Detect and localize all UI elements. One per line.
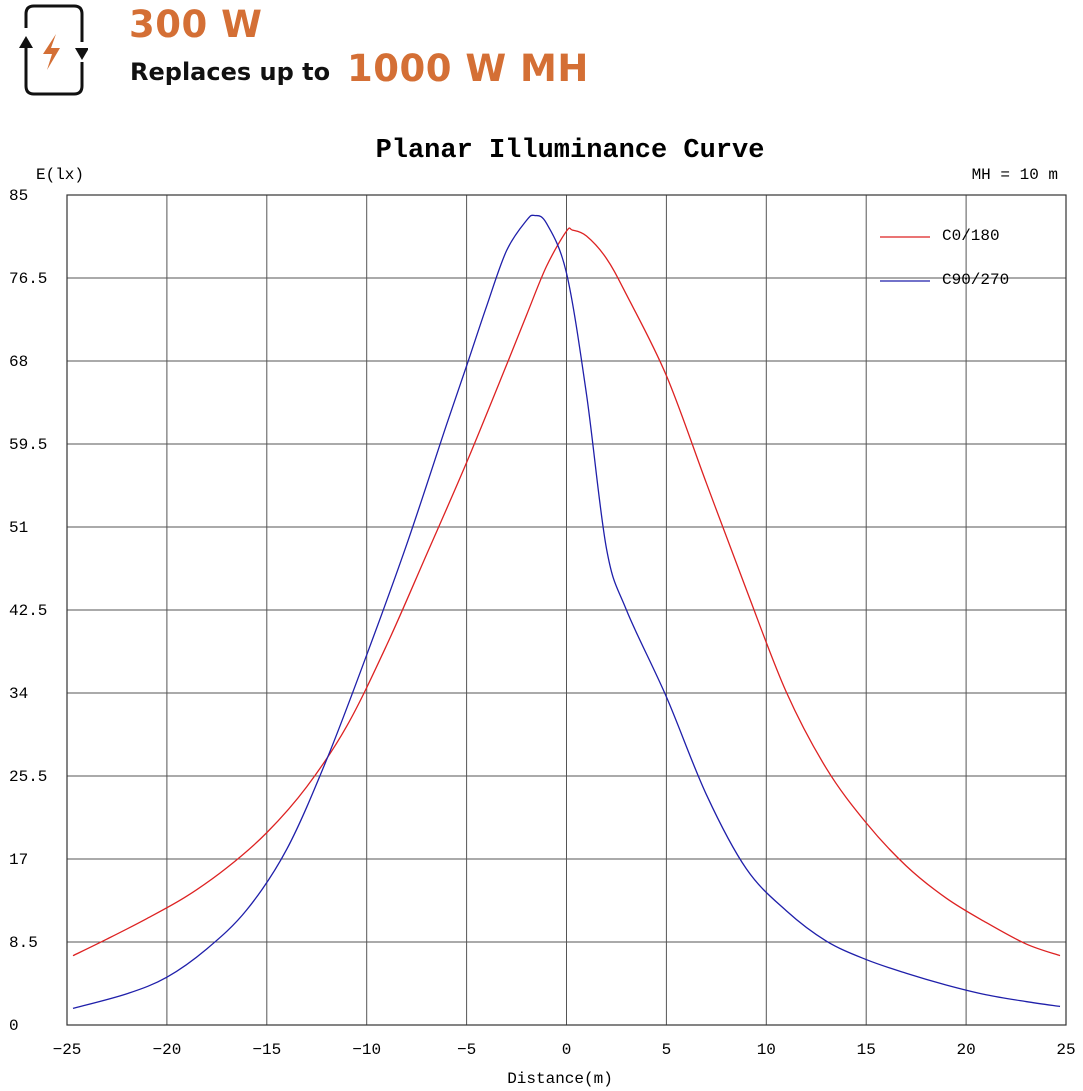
x-tick-label: 0 (562, 1041, 572, 1059)
x-tick-label: −10 (352, 1041, 381, 1059)
x-tick-label: 5 (662, 1041, 672, 1059)
x-tick-label: −15 (252, 1041, 281, 1059)
power-cycle-lightning-icon (19, 4, 88, 96)
legend: C0/180 C90/270 (880, 227, 1009, 289)
y-tick-label: 8.5 (9, 934, 38, 952)
series-lines (72, 214, 1061, 1010)
y-tick-label: 76.5 (9, 270, 47, 288)
y-tick-label: 0 (9, 1017, 19, 1035)
y-tick-label: 59.5 (9, 436, 47, 454)
grid (66, 194, 1067, 1026)
y-tick-label: 25.5 (9, 768, 47, 786)
y-tick-label: 85 (9, 187, 28, 205)
x-tick-label: 10 (757, 1041, 776, 1059)
y-tick-label: 68 (9, 353, 28, 371)
y-tick-label: 51 (9, 519, 28, 537)
replaces-value: 1000 W MH (347, 47, 589, 90)
legend-label-c0-180: C0/180 (942, 227, 1000, 245)
plot-frame (66, 194, 1067, 1026)
y-tick-label: 42.5 (9, 602, 47, 620)
replaces-label: Replaces up to (130, 58, 331, 86)
x-tick-label: 25 (1056, 1041, 1075, 1059)
chart-title: Planar Illuminance Curve (376, 136, 765, 166)
x-tick-label: 20 (956, 1041, 975, 1059)
series-line-c90-270 (72, 214, 1061, 1010)
mounting-height-annotation: MH = 10 m (972, 166, 1058, 184)
x-tick-label: −25 (53, 1041, 82, 1059)
x-tick-labels: −25 −20 −15 −10 −5 0 5 10 15 20 25 (53, 1041, 1076, 1059)
x-tick-label: −5 (457, 1041, 476, 1059)
y-axis-label: E(lx) (36, 166, 84, 184)
x-tick-label: −20 (152, 1041, 181, 1059)
series-line-c0-180 (72, 227, 1061, 957)
y-tick-labels: 0 8.5 17 25.5 34 42.5 51 59.5 68 76.5 85 (9, 187, 47, 1035)
y-tick-label: 17 (9, 851, 28, 869)
y-tick-label: 34 (9, 685, 28, 703)
x-axis-label: Distance(m) (507, 1070, 613, 1088)
power-rating: 300 W (129, 3, 263, 46)
legend-label-c90-270: C90/270 (942, 271, 1009, 289)
x-tick-label: 15 (857, 1041, 876, 1059)
